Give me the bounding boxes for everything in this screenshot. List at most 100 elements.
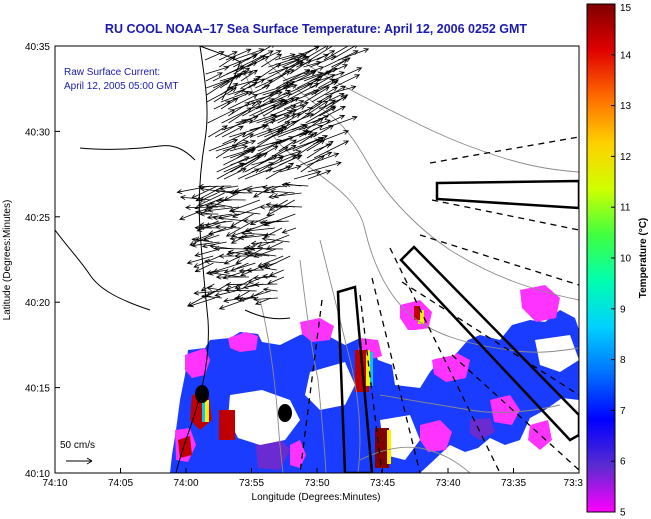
current-vector-arrow [325, 93, 345, 103]
current-vector-arrow [249, 245, 283, 252]
transect-boxes [336, 179, 579, 473]
current-vector-arrow [319, 115, 358, 131]
sst-patch-magenta-12 [290, 440, 306, 468]
current-vector-arrow [205, 72, 223, 82]
current-vector-arrow [259, 219, 289, 226]
current-vector-arrow [252, 296, 278, 302]
current-vector-arrow [310, 55, 337, 68]
x-axis-label: Longitude (Degrees:Minutes) [252, 492, 381, 503]
current-vector-arrow [270, 188, 295, 195]
current-vector-arrow [240, 75, 261, 89]
sst-front-yellow-1 [205, 400, 209, 422]
current-vector-arrow [266, 199, 295, 216]
current-vector-arrow [263, 213, 296, 227]
current-vector-arrow [262, 184, 288, 190]
current-vector-arrow [225, 282, 250, 288]
annotation-line2: April 12, 2005 05:00 GMT [64, 81, 179, 92]
current-vector-arrow [263, 110, 293, 124]
current-vector-arrow [208, 270, 243, 278]
current-vector-arrow [229, 144, 249, 152]
current-vector-arrow [207, 109, 236, 124]
current-vector-arrow [265, 162, 295, 180]
current-vector-arrow [227, 94, 259, 110]
current-vector-arrow [310, 74, 336, 89]
current-vector-arrow [303, 60, 322, 68]
current-vector-arrow [244, 145, 279, 166]
current-vector-arrow [238, 234, 269, 241]
current-vector-arrow [248, 84, 271, 96]
current-vector-arrow [277, 113, 297, 124]
current-vector-arrow [198, 225, 220, 231]
current-vector-arrow [312, 124, 335, 138]
current-vector-arrow [199, 211, 219, 217]
current-vector-arrow [305, 117, 324, 131]
current-vector-arrow [216, 156, 250, 173]
current-vector-arrow [194, 209, 212, 215]
current-vector-arrow [298, 100, 323, 117]
current-vector-arrow [305, 105, 336, 124]
current-vector-arrow [227, 91, 253, 103]
current-vector-arrow [255, 93, 292, 110]
sst-front-red-5 [414, 306, 420, 320]
colorbar-tick-label: 10 [620, 254, 632, 265]
current-vector-arrow [268, 53, 307, 68]
current-vector-arrow [300, 155, 325, 173]
sst-front-cyan-1 [202, 392, 205, 422]
current-vector-arrow [307, 161, 342, 173]
current-vector-arrow [229, 208, 261, 215]
current-vector-arrow [208, 201, 233, 208]
current-vector-arrow [218, 51, 238, 61]
current-vector-arrow [225, 220, 254, 237]
current-vector-arrow [240, 50, 274, 68]
current-vector-arrow [207, 206, 240, 213]
current-vector-arrow [281, 227, 297, 234]
current-vector-arrow [279, 164, 302, 173]
current-vector-arrow [208, 227, 234, 236]
current-vector-arrow [242, 98, 275, 117]
current-vector-arrow [222, 132, 247, 145]
current-vector-arrow [299, 125, 324, 138]
sst-patch-magenta-7 [520, 285, 560, 322]
current-vector-arrow [185, 205, 219, 211]
current-vector-arrow [293, 170, 322, 180]
current-vector-arrow [262, 287, 278, 293]
colorbar-label: Temperature (°C) [638, 218, 649, 299]
current-vector-arrow [204, 51, 225, 61]
current-vector-arrow [297, 70, 332, 89]
current-vector-arrow [214, 290, 236, 298]
current-vector-arrow [223, 148, 257, 166]
annotation-line1: Raw Surface Current: [64, 67, 160, 78]
current-vector-arrow [250, 128, 273, 138]
scale-arrow [66, 457, 93, 465]
current-vector-arrow [206, 286, 229, 292]
coastline [55, 46, 291, 473]
x-tick-label: 73:50 [304, 478, 329, 489]
current-vector-arrow [194, 248, 221, 257]
current-vector-arrow [200, 294, 222, 300]
current-vector-arrow [306, 140, 334, 159]
current-vector-arrow [218, 197, 246, 203]
current-vector-arrow [179, 195, 211, 201]
current-vector-arrow [289, 59, 312, 75]
current-vector-arrow [240, 69, 258, 82]
current-vector-arrow [325, 94, 349, 110]
station-marker-east [278, 404, 292, 422]
y-tick-label: 40:15 [25, 384, 50, 395]
current-vector-arrow [234, 101, 257, 110]
sst-nodata-1 [228, 390, 300, 445]
current-vector-arrow [296, 53, 330, 68]
current-vector-arrow [331, 67, 363, 82]
colorbar-tick-label: 9 [620, 304, 626, 315]
current-vector-arrow [213, 100, 232, 110]
current-vector-arrow [306, 139, 326, 152]
colorbar [586, 3, 616, 513]
current-vector-arrow [263, 97, 295, 117]
current-vector-arrow [212, 215, 247, 222]
x-tick-label: 73:45 [370, 478, 395, 489]
sst-patch-purple-2 [470, 418, 495, 440]
x-tick-label: 73:55 [239, 478, 264, 489]
current-vector-arrow [313, 143, 332, 152]
current-vector-arrow [216, 163, 246, 180]
station-marker-west [195, 385, 209, 403]
